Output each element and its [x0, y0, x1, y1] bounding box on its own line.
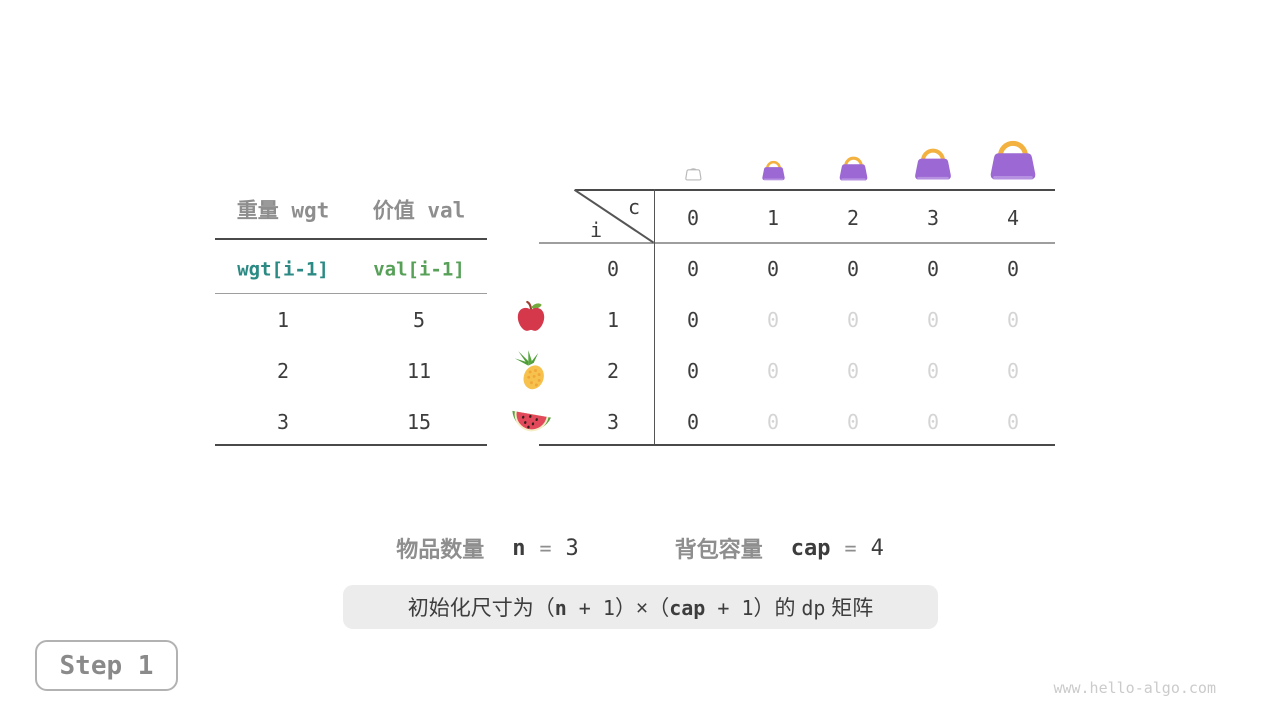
item-table-col-header: 价值 val	[372, 198, 466, 223]
item-weight-value: 3	[276, 410, 290, 434]
matrix-bottom-rule	[539, 443, 1055, 446]
dp-cell: 0	[686, 410, 700, 434]
dp-cell: 0	[926, 308, 940, 332]
item-weight-value: 2	[276, 359, 290, 383]
item-value-value: 5	[412, 308, 426, 332]
dp-cell: 0	[846, 359, 860, 383]
matrix-top-rule	[575, 188, 1055, 191]
item-count-equals: =	[539, 536, 552, 560]
item-value-value: 15	[406, 410, 432, 434]
dp-cell: 0	[1006, 308, 1020, 332]
caption-segment: ）的	[753, 597, 802, 620]
caption-segment: ）×（	[614, 597, 670, 620]
wgt-index-code: wgt[i-1]	[237, 258, 329, 281]
dp-cell: 0	[766, 359, 780, 383]
item-value-value: 11	[406, 359, 432, 383]
item-table-code-rule	[215, 292, 487, 294]
caption-segment: + 1	[566, 596, 615, 620]
bag-icon-capacity-3	[913, 144, 953, 181]
capacity-equals: =	[844, 536, 857, 560]
item-count-value: 3	[565, 535, 579, 561]
empty-bag-icon-capacity-0	[684, 163, 703, 181]
matrix-col-header: 4	[1006, 206, 1020, 230]
caption-segment: + 1	[705, 596, 754, 620]
item-table-header-rule	[215, 238, 487, 240]
dp-cell: 0	[686, 257, 700, 281]
matrix-vertical-rule	[653, 189, 656, 444]
item-count-label: 物品数量	[396, 537, 485, 562]
val-index-code: val[i-1]	[373, 258, 465, 281]
dp-cell: 0	[686, 359, 700, 383]
dp-cell: 0	[926, 257, 940, 281]
dp-cell: 0	[766, 410, 780, 434]
dp-cell: 0	[1006, 410, 1020, 434]
item-count-group: 物品数量 n = 3	[396, 532, 579, 564]
bag-icon-capacity-2	[838, 153, 869, 181]
capacity-label: 背包容量	[674, 537, 763, 562]
matrix-col-header: 2	[846, 206, 860, 230]
watermelon-icon	[509, 402, 554, 439]
item-weight-value: 1	[276, 308, 290, 332]
caption-segment: 初始化尺寸为（	[407, 597, 555, 620]
caption-segment: dp	[801, 596, 826, 620]
capacity-var: cap	[790, 535, 831, 561]
capacity-value: 4	[870, 535, 884, 561]
item-table-col-header: 重量 wgt	[236, 198, 330, 223]
matrix-row-label: 3	[606, 410, 620, 434]
parameters-line: 物品数量 n = 3 背包容量 cap = 4	[0, 527, 1280, 569]
matrix-corner-diagonal	[574, 189, 655, 244]
dp-cell: 0	[1006, 257, 1020, 281]
step-button[interactable]: Step 1	[35, 640, 178, 691]
caption-segment: 矩阵	[825, 597, 874, 620]
dp-cell: 0	[846, 257, 860, 281]
matrix-corner-row-var: i	[589, 218, 603, 242]
bag-icon-capacity-1	[761, 158, 786, 181]
watermark: www.hello-algo.com	[1053, 679, 1216, 697]
step-caption-box: 初始化尺寸为（n + 1）×（cap + 1）的 dp 矩阵	[343, 585, 938, 629]
step-caption-text: 初始化尺寸为（n + 1）×（cap + 1）的 dp 矩阵	[408, 592, 874, 622]
apple-icon	[515, 300, 548, 336]
matrix-row-label: 2	[606, 359, 620, 383]
matrix-col-header: 3	[926, 206, 940, 230]
matrix-row-label: 0	[606, 257, 620, 281]
dp-cell: 0	[926, 410, 940, 434]
capacity-group: 背包容量 cap = 4	[675, 532, 884, 564]
dp-cell: 0	[846, 308, 860, 332]
matrix-row-label: 1	[606, 308, 620, 332]
dp-cell: 0	[846, 410, 860, 434]
matrix-corner-col-var: c	[627, 195, 641, 219]
dp-cell: 0	[766, 308, 780, 332]
pineapple-icon	[513, 350, 549, 391]
dp-cell: 0	[1006, 359, 1020, 383]
item-count-var: n	[512, 535, 526, 561]
dp-cell: 0	[686, 308, 700, 332]
step-button-label: Step 1	[59, 650, 154, 681]
dp-cell: 0	[766, 257, 780, 281]
caption-segment: n	[554, 596, 567, 620]
caption-segment: cap	[669, 596, 706, 620]
matrix-col-header: 1	[766, 206, 780, 230]
dp-cell: 0	[926, 359, 940, 383]
item-table-bottom-rule	[215, 444, 487, 446]
bag-icon-capacity-4	[988, 135, 1038, 181]
matrix-header-rule	[539, 242, 1055, 244]
matrix-col-header: 0	[686, 206, 700, 230]
